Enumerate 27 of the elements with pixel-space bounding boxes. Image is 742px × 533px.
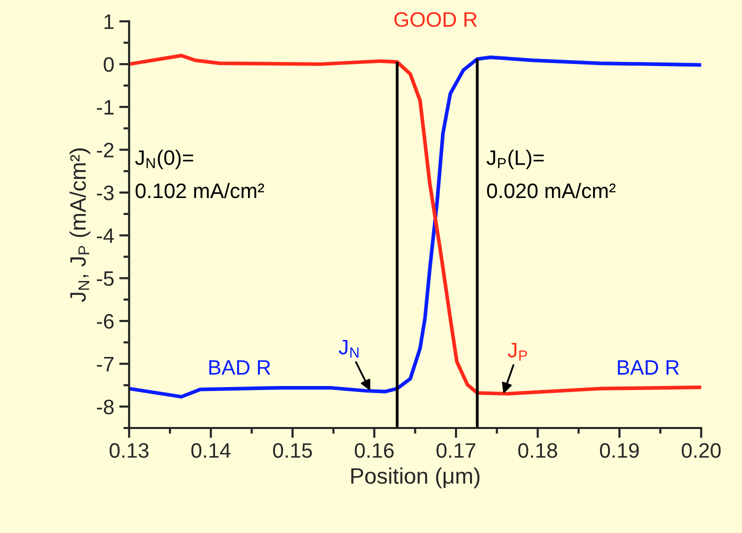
x-tick-label: 0.16 bbox=[354, 443, 394, 458]
x-tick-label: 0.18 bbox=[518, 443, 558, 458]
x-tick-label: 0.20 bbox=[682, 443, 721, 458]
annotation: BAD R bbox=[618, 360, 679, 375]
y-axis-title: J$_{N}$, J$_{P}$ (mA/cm²) bbox=[70, 148, 90, 302]
y-tick-label: 0 bbox=[104, 57, 114, 72]
y-tick-label: -7 bbox=[96, 357, 114, 372]
x-tick-label: 0.17 bbox=[436, 443, 476, 458]
annotation: J$_{P}$(L)= 0.020 mA/cm² bbox=[486, 150, 616, 198]
x-tick-label: 0.14 bbox=[191, 443, 230, 458]
x-tick-label: 0.19 bbox=[600, 443, 639, 458]
y-tick-label: -8 bbox=[96, 400, 114, 414]
annotation: BAD R bbox=[209, 360, 270, 375]
y-tick-label: -5 bbox=[96, 271, 114, 286]
annotation: J$_{P}$ bbox=[508, 342, 528, 361]
annotation: J$_{N}$ bbox=[338, 340, 358, 358]
y-tick-label: -4 bbox=[96, 228, 114, 243]
annotation: J$_{N}$(0)= 0.102 mA/cm² bbox=[135, 150, 264, 198]
x-tick-label: 0.13 bbox=[110, 443, 148, 458]
x-tick-label: 0.15 bbox=[273, 443, 312, 458]
y-tick-label: -2 bbox=[96, 142, 114, 158]
annotation: GOOD R bbox=[394, 12, 477, 27]
y-tick-label: 1 bbox=[104, 14, 114, 29]
y-tick-label: -6 bbox=[96, 314, 114, 329]
x-axis-title: Position (μm) bbox=[351, 468, 480, 488]
y-tick-label: -3 bbox=[96, 186, 114, 200]
y-tick-label: -1 bbox=[96, 100, 114, 114]
